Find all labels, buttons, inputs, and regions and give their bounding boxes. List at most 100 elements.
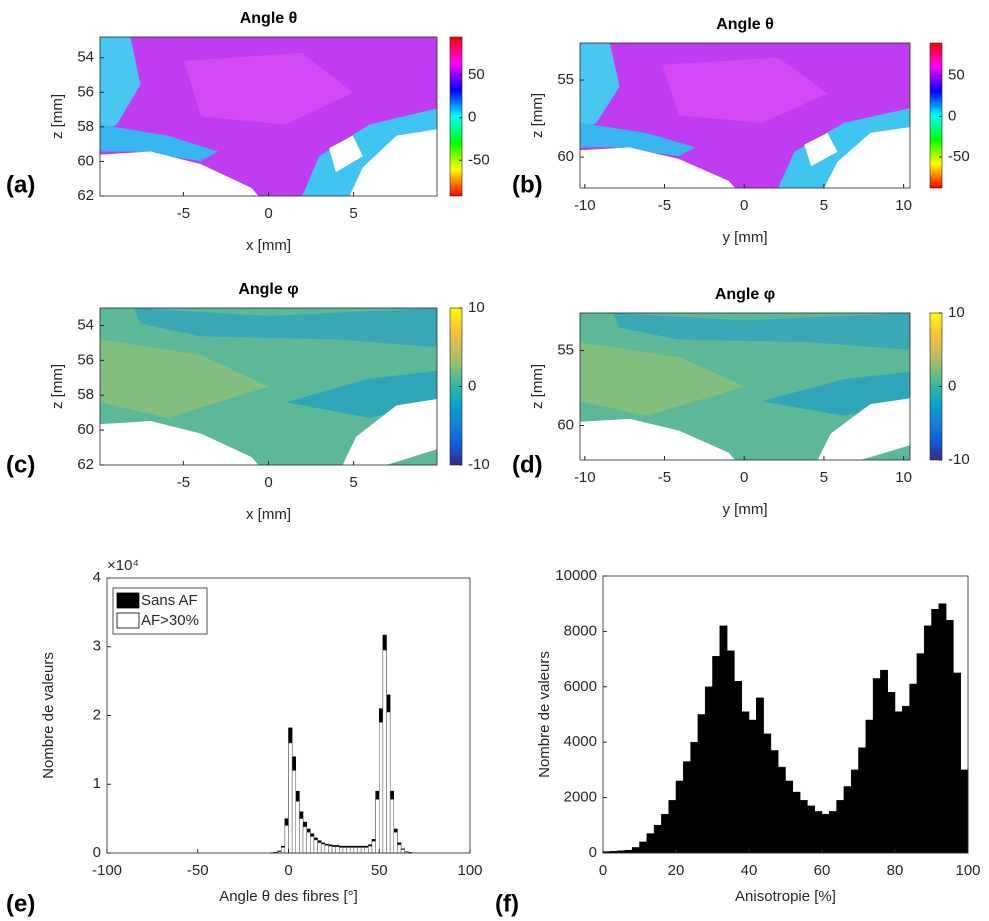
y-tick-label: 6000 — [564, 678, 597, 695]
y-tick-label: 58 — [77, 118, 94, 135]
heatmap-region — [349, 129, 437, 196]
colorbar-tick-label: -50 — [948, 148, 970, 165]
heatmap-region — [817, 398, 910, 460]
histogram-bar — [280, 847, 286, 854]
colorbar-tick-label: -50 — [468, 151, 490, 168]
heatmap-region — [804, 132, 838, 167]
y-tick-label: 4 — [93, 569, 101, 586]
y-tick-label: 1 — [93, 775, 101, 792]
x-tick-label: -5 — [658, 469, 671, 486]
histogram-bar — [668, 800, 677, 854]
x-tick-label: 80 — [887, 862, 904, 879]
histogram-bar — [400, 849, 405, 854]
histogram-bar — [902, 705, 910, 854]
x-tick-label: -100 — [92, 862, 122, 879]
x-tick-label: 0 — [740, 469, 748, 486]
chart-title: Angle φ — [238, 281, 298, 298]
histogram-bar — [829, 811, 837, 854]
histogram-bar — [288, 742, 293, 854]
x-tick-label: -5 — [658, 197, 671, 214]
histogram-bar — [349, 847, 355, 854]
histogram-bar — [295, 801, 300, 854]
y-tick-label: 10000 — [555, 567, 597, 584]
histogram-bar — [792, 791, 801, 854]
colorbar-tick-label: 50 — [468, 66, 485, 83]
histogram-bar — [675, 780, 684, 854]
histogram-bar — [916, 653, 925, 854]
histogram-bar — [748, 719, 757, 854]
histogram-bar — [328, 845, 333, 854]
histogram-bar — [704, 686, 713, 854]
y-tick-label: 54 — [77, 49, 94, 66]
heatmap-region — [100, 37, 141, 133]
histogram-bar — [741, 711, 750, 854]
histogram-bar — [777, 766, 786, 854]
y-axis-label: z [mm] — [529, 93, 546, 138]
histogram-bar — [357, 847, 362, 854]
histogram-bar — [858, 747, 867, 854]
y-axis-label: z [mm] — [529, 364, 546, 409]
x-tick-label: 50 — [371, 862, 388, 879]
legend-label: AF>30% — [141, 612, 199, 629]
y-tick-label: 60 — [77, 421, 94, 438]
colorbar-tick-label: -10 — [948, 451, 970, 468]
legend-swatch — [116, 592, 140, 609]
y-tick-label: 55 — [557, 71, 574, 88]
histogram-bar — [386, 711, 391, 854]
legend-swatch — [116, 612, 140, 629]
histogram-bar — [894, 711, 903, 854]
histogram-bar — [821, 813, 830, 854]
x-tick-label: 5 — [820, 197, 828, 214]
colorbar-tick-label: 0 — [948, 107, 956, 124]
histogram-bar — [770, 750, 779, 854]
y-tick-label: 56 — [77, 351, 94, 368]
histogram-bar — [785, 780, 794, 854]
histogram-bar — [382, 649, 387, 854]
y-tick-label: 56 — [77, 83, 94, 100]
histogram-bar — [690, 741, 699, 854]
heatmap-region — [613, 313, 910, 350]
heatmap-image — [580, 43, 910, 188]
histogram-bar — [756, 697, 764, 854]
histogram-bar — [397, 844, 402, 854]
histogram-bar — [342, 847, 347, 854]
heatmap-region — [133, 308, 437, 348]
histogram-bar — [335, 846, 340, 854]
histogram-bar — [836, 800, 845, 854]
x-tick-label: 100 — [457, 862, 482, 879]
x-tick-label: 60 — [814, 862, 831, 879]
y-tick-label: 62 — [77, 456, 94, 473]
histogram-bar — [331, 846, 336, 854]
y-axis-label: z [mm] — [49, 364, 66, 409]
histogram-bar — [299, 818, 304, 854]
panel-label: (e) — [6, 890, 35, 917]
y-tick-label: 2 — [93, 706, 101, 723]
histogram-bar — [814, 811, 823, 854]
histogram-bar — [284, 825, 289, 854]
heatmap-region — [342, 399, 437, 465]
heatmap-region — [662, 57, 828, 123]
histogram-bar — [734, 681, 742, 854]
x-tick-label: 5 — [349, 205, 357, 222]
colorbar — [929, 42, 943, 189]
panel-label: (d) — [512, 451, 543, 478]
histogram-bar — [683, 761, 691, 854]
colorbar-tick-label: 10 — [948, 304, 965, 321]
y-tick-label: 60 — [77, 152, 94, 169]
y-tick-label: 58 — [77, 386, 94, 403]
legend-label: Sans AF — [141, 592, 198, 609]
histogram-bar — [799, 800, 808, 854]
histogram-bar — [653, 825, 662, 854]
x-tick-label: 0 — [264, 474, 272, 491]
histogram-bar — [865, 719, 874, 854]
histogram-bar — [291, 770, 297, 854]
heatmap-region — [580, 147, 736, 188]
histogram-bar — [371, 841, 376, 854]
histogram-bar — [306, 832, 311, 854]
y-tick-label: 62 — [77, 187, 94, 204]
panel-label: (f) — [495, 890, 519, 917]
y-axis-label: Nombre de valeurs — [536, 651, 553, 778]
axes-frame — [579, 312, 911, 461]
histogram-bar — [880, 669, 888, 854]
